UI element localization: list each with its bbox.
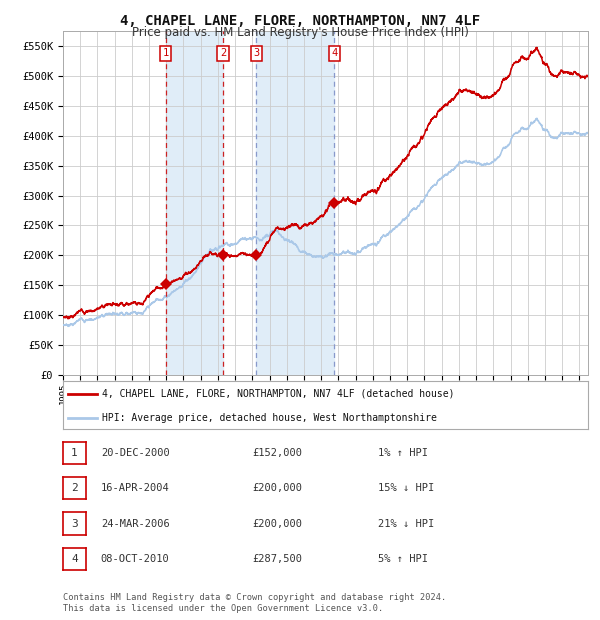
Text: £200,000: £200,000 [252, 483, 302, 494]
Text: 2: 2 [71, 483, 78, 494]
Text: 5% ↑ HPI: 5% ↑ HPI [378, 554, 428, 564]
Text: 16-APR-2004: 16-APR-2004 [101, 483, 170, 494]
Text: 21% ↓ HPI: 21% ↓ HPI [378, 518, 434, 529]
Bar [166, 31, 223, 375]
Text: Contains HM Land Registry data © Crown copyright and database right 2024.
This d: Contains HM Land Registry data © Crown c… [63, 593, 446, 613]
Text: 4, CHAPEL LANE, FLORE, NORTHAMPTON, NN7 4LF (detached house): 4, CHAPEL LANE, FLORE, NORTHAMPTON, NN7 … [103, 389, 455, 399]
Text: HPI: Average price, detached house, West Northamptonshire: HPI: Average price, detached house, West… [103, 414, 437, 423]
Text: £152,000: £152,000 [252, 448, 302, 458]
Text: £200,000: £200,000 [252, 518, 302, 529]
Text: 2: 2 [220, 48, 226, 58]
Text: 20-DEC-2000: 20-DEC-2000 [101, 448, 170, 458]
Text: 3: 3 [71, 518, 78, 529]
Text: 4: 4 [71, 554, 78, 564]
Text: 15% ↓ HPI: 15% ↓ HPI [378, 483, 434, 494]
Text: £287,500: £287,500 [252, 554, 302, 564]
Text: 3: 3 [253, 48, 259, 58]
Text: 08-OCT-2010: 08-OCT-2010 [101, 554, 170, 564]
Text: Price paid vs. HM Land Registry's House Price Index (HPI): Price paid vs. HM Land Registry's House … [131, 26, 469, 39]
Text: 24-MAR-2006: 24-MAR-2006 [101, 518, 170, 529]
Text: 1: 1 [71, 448, 78, 458]
Bar [256, 31, 334, 375]
Text: 4: 4 [331, 48, 338, 58]
Text: 4, CHAPEL LANE, FLORE, NORTHAMPTON, NN7 4LF: 4, CHAPEL LANE, FLORE, NORTHAMPTON, NN7 … [120, 14, 480, 28]
Text: 1% ↑ HPI: 1% ↑ HPI [378, 448, 428, 458]
Text: 1: 1 [163, 48, 169, 58]
